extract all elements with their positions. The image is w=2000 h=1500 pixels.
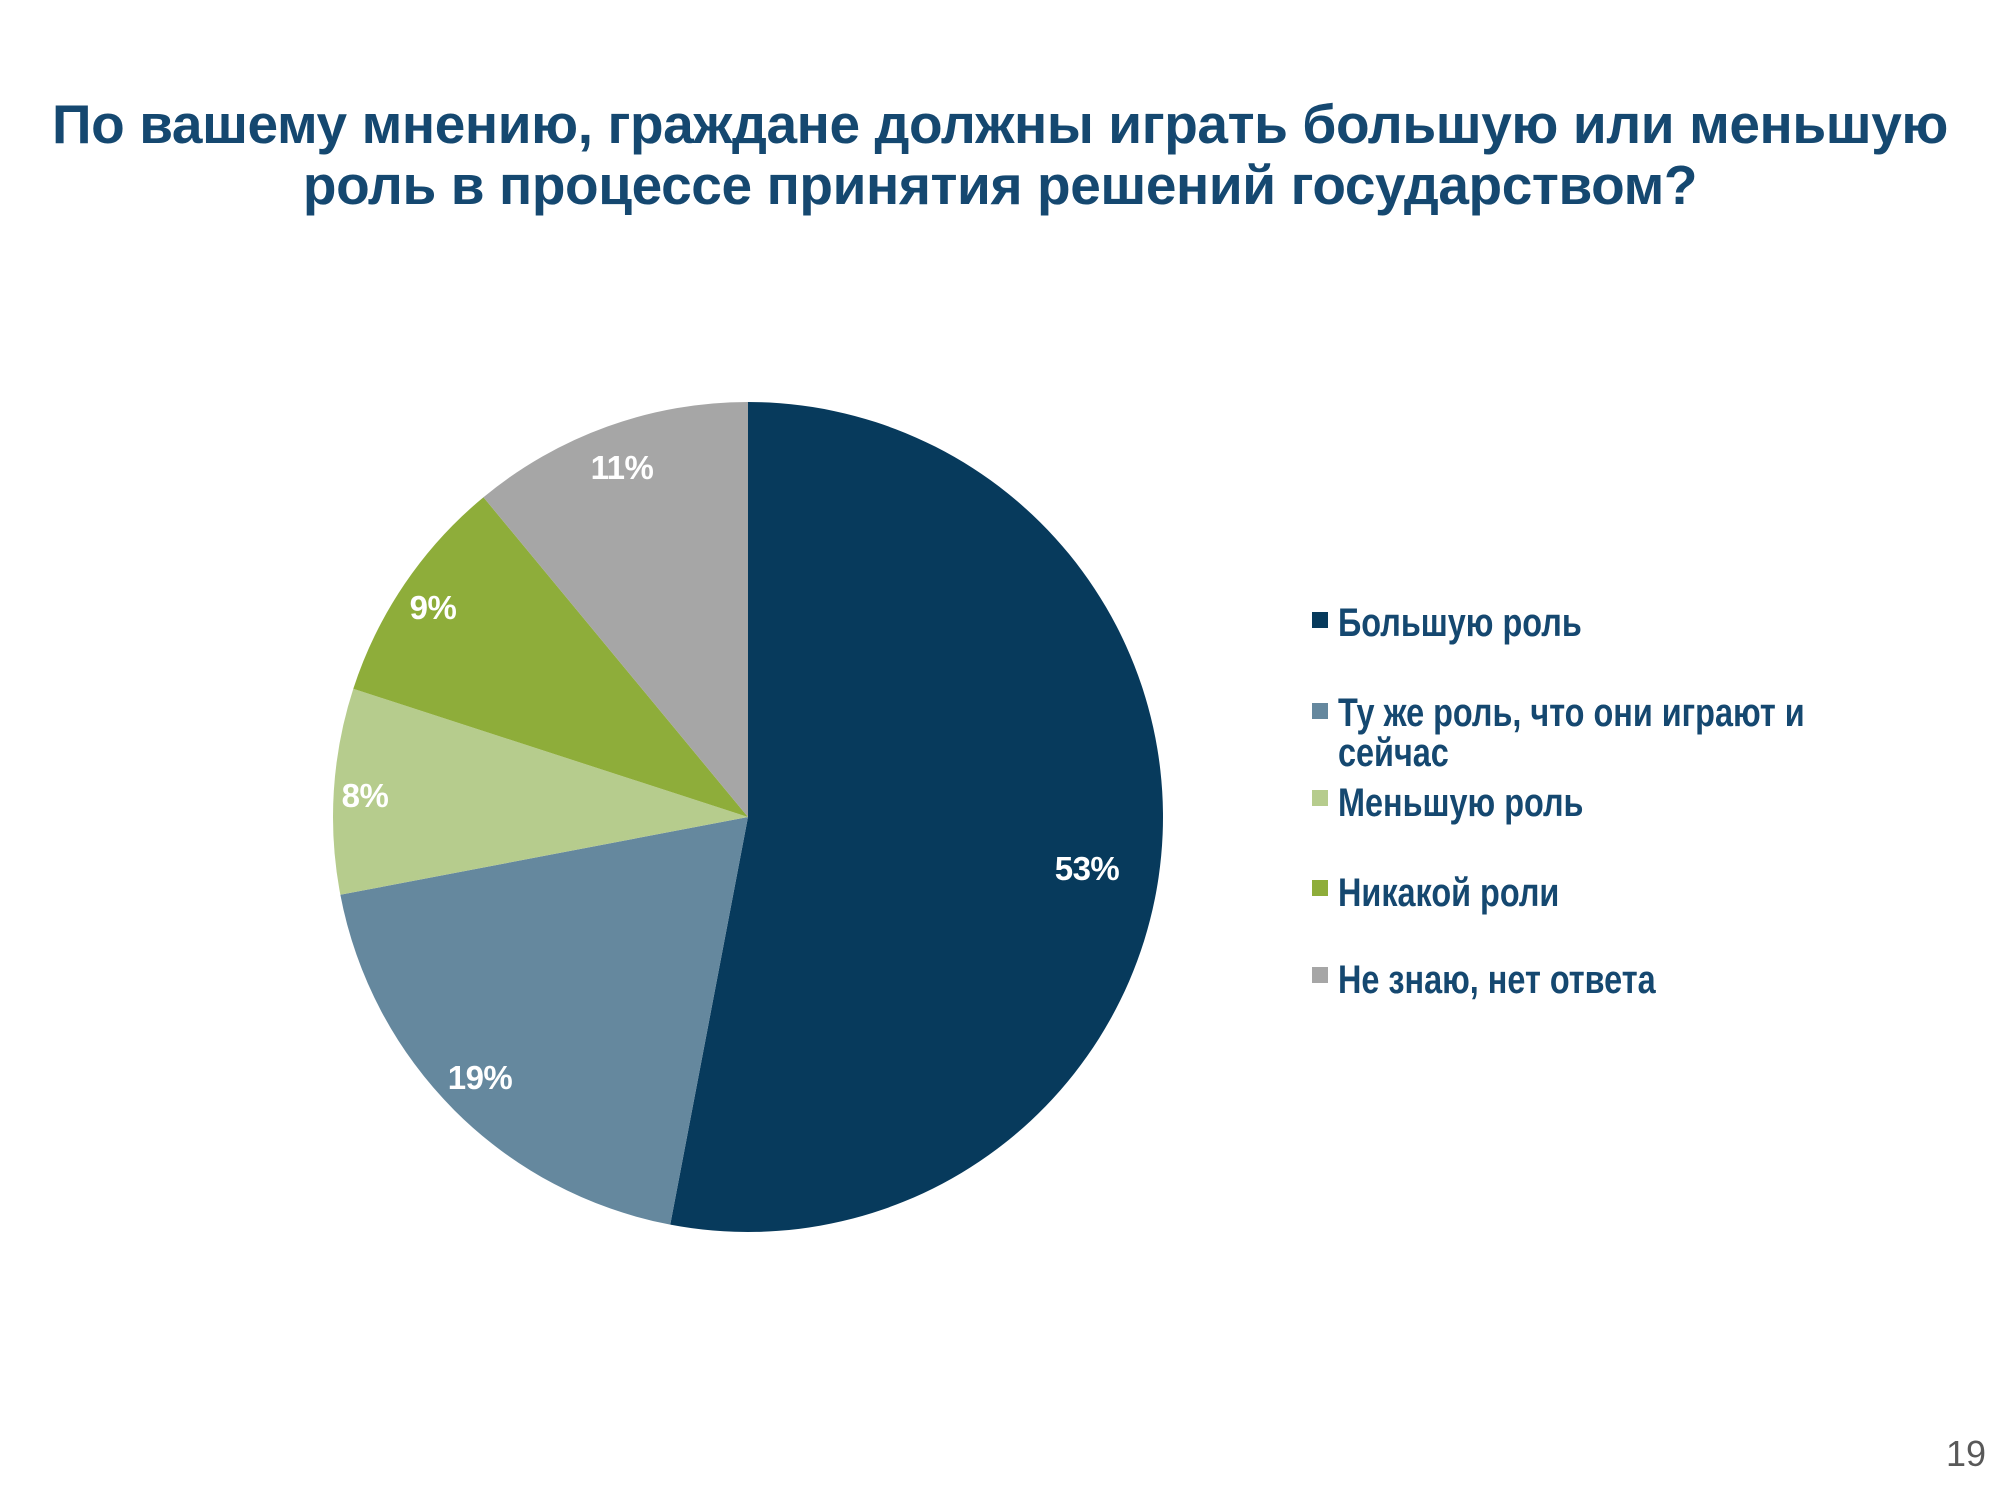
svg-text:11%: 11%: [591, 449, 654, 486]
svg-text:53%: 53%: [1055, 850, 1120, 887]
svg-text:9%: 9%: [410, 589, 457, 626]
svg-text:19%: 19%: [448, 1059, 513, 1096]
svg-text:8%: 8%: [342, 777, 389, 814]
